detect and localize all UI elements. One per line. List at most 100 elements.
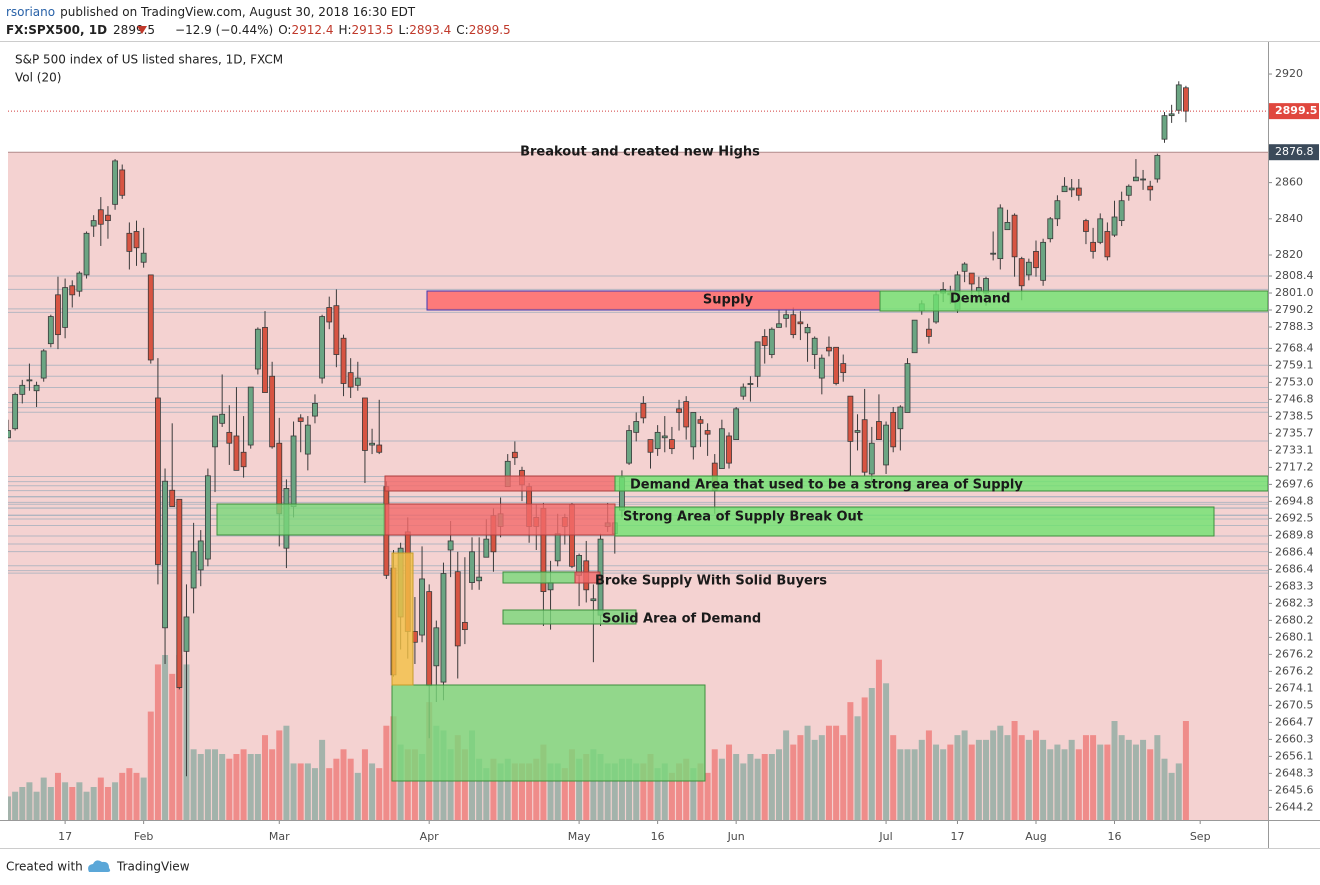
candle-body xyxy=(847,395,854,442)
candle-body xyxy=(833,346,840,384)
volume-bar xyxy=(12,791,19,820)
volume-bar xyxy=(647,754,654,820)
candle-body xyxy=(304,424,311,455)
volume-bar xyxy=(1090,735,1097,820)
volume-bar xyxy=(212,749,219,820)
change: −12.9 (−0.44%) xyxy=(175,23,273,37)
volume-bar xyxy=(568,749,575,820)
candle-body xyxy=(247,386,254,446)
zone xyxy=(384,475,616,492)
volume-bar xyxy=(304,763,311,820)
candle-body xyxy=(1047,218,1054,240)
level-label: 2680.1 xyxy=(1275,630,1314,643)
volume-bar xyxy=(997,725,1004,820)
level-label: 2682.3 xyxy=(1275,596,1314,609)
candle-body xyxy=(461,621,468,631)
candle-body xyxy=(997,207,1004,260)
volume-bar xyxy=(333,758,340,820)
volume-bar xyxy=(840,735,847,820)
volume-bar xyxy=(290,763,297,820)
volume-bar xyxy=(376,768,383,820)
candle-body xyxy=(761,336,768,346)
volume-bar xyxy=(761,754,768,820)
volume-bar xyxy=(40,777,47,820)
level-label: 2733.1 xyxy=(1275,443,1314,456)
level-label: 2692.5 xyxy=(1275,511,1314,524)
candle-body xyxy=(718,428,725,469)
level-label: 2790.2 xyxy=(1275,303,1314,316)
level-label: 2686.4 xyxy=(1275,562,1314,575)
candle-body xyxy=(783,314,790,319)
candle-body xyxy=(1018,258,1025,287)
level-label: 2648.3 xyxy=(1275,766,1314,779)
volume-bar xyxy=(1004,735,1011,820)
volume-bar xyxy=(733,754,740,820)
candle-body xyxy=(897,406,904,430)
candle-body xyxy=(155,397,161,565)
volume-bar xyxy=(847,702,854,820)
volume-bar xyxy=(790,744,797,820)
level-label: 2664.7 xyxy=(1275,715,1314,728)
volume-bar xyxy=(483,768,490,820)
candle-body xyxy=(204,475,211,560)
candle-body xyxy=(319,316,326,379)
volume-bar xyxy=(326,768,333,820)
volume-bar xyxy=(683,758,690,820)
candle-body xyxy=(676,408,682,413)
candle-body xyxy=(197,540,204,571)
down-arrow xyxy=(137,26,147,34)
volume-bar xyxy=(711,749,718,820)
volume-bar xyxy=(954,735,961,820)
breakout-badge xyxy=(1269,144,1319,161)
candle-body xyxy=(162,480,168,629)
candle-body xyxy=(312,403,318,417)
symbol: FX:SPX500, 1D xyxy=(6,23,107,37)
candle-body xyxy=(140,252,147,263)
y-tick-label: 2840 xyxy=(1275,212,1303,225)
candle-body xyxy=(333,305,340,355)
candle-body xyxy=(1147,185,1154,191)
candle-body xyxy=(119,169,126,196)
footer-brand[interactable]: TradingView xyxy=(116,860,190,874)
candle-body xyxy=(83,232,90,276)
zone xyxy=(574,571,601,584)
candle-body xyxy=(476,576,483,582)
candle-body xyxy=(1090,241,1096,252)
candle-body xyxy=(690,412,697,448)
candle-body xyxy=(1075,187,1082,196)
zone xyxy=(391,684,706,782)
zone xyxy=(879,290,1268,312)
candle-body xyxy=(1125,185,1132,196)
zone xyxy=(614,506,1215,537)
level-label: 2746.8 xyxy=(1275,392,1314,405)
volume-bar xyxy=(340,749,347,820)
candle-body xyxy=(883,424,889,466)
volume-bar xyxy=(1097,744,1104,820)
breakout-label: 2876.8 xyxy=(1275,145,1314,158)
volume-bar xyxy=(204,749,211,820)
candle-body xyxy=(904,363,911,413)
volume-bar xyxy=(254,754,261,820)
candle-body xyxy=(733,408,740,440)
candle-body xyxy=(226,431,233,444)
zone xyxy=(384,503,616,536)
level-label: 2689.8 xyxy=(1275,528,1314,541)
candle-body xyxy=(1104,231,1111,258)
publish-line: rsoriano published on TradingView.com, Au… xyxy=(6,5,416,19)
volume-bar xyxy=(26,782,33,820)
volume-bar xyxy=(140,777,147,820)
level-label: 2694.8 xyxy=(1275,494,1314,507)
candle-body xyxy=(12,393,19,430)
volume-bar xyxy=(361,749,368,820)
x-tick-label: Jun xyxy=(727,830,745,843)
volume-bar xyxy=(1168,772,1175,820)
candle-body xyxy=(754,341,761,377)
candle-body xyxy=(968,272,975,285)
y-tick-label: 2860 xyxy=(1275,176,1303,189)
x-tick-label: Jul xyxy=(878,830,892,843)
y-tick-label: 2820 xyxy=(1275,248,1303,261)
volume-bar xyxy=(854,716,861,820)
candle-body xyxy=(440,573,447,683)
